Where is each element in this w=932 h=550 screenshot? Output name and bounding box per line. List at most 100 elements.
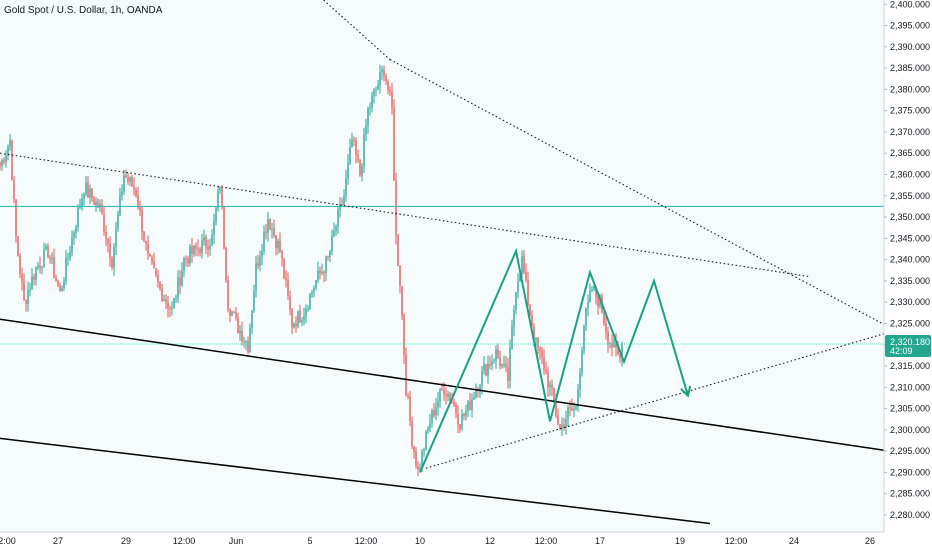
- candle-body: [229, 309, 231, 316]
- candle-body: [221, 187, 223, 208]
- candle-body: [105, 231, 107, 239]
- candle-body: [61, 288, 63, 291]
- candle-body: [181, 270, 183, 286]
- candle-body: [575, 406, 577, 410]
- time-axis[interactable]: [0, 532, 932, 550]
- candle-body: [227, 280, 229, 310]
- candle-body: [237, 317, 239, 334]
- y-tick-label: 2,370.000: [890, 127, 930, 137]
- candle-body: [285, 277, 287, 280]
- candle-body: [81, 198, 83, 207]
- candle-body: [335, 226, 337, 232]
- candle-body: [159, 282, 161, 289]
- candle-body: [457, 413, 459, 425]
- candle-body: [385, 75, 387, 81]
- y-tick-label: 2,390.000: [890, 42, 930, 52]
- candle-body: [113, 246, 115, 268]
- candle-body: [327, 256, 329, 258]
- candle-body: [383, 69, 385, 76]
- candle-body: [183, 258, 185, 271]
- candle-body: [67, 257, 69, 259]
- candle-body: [419, 468, 421, 470]
- candle-body: [273, 228, 275, 236]
- candle-body: [501, 363, 503, 367]
- candle-body: [317, 270, 319, 281]
- y-tick-label: 2,395.000: [890, 21, 930, 31]
- candle-body: [127, 177, 129, 182]
- candle-body: [461, 414, 463, 429]
- candle-body: [549, 384, 551, 388]
- candle-body: [353, 139, 355, 141]
- x-tick-label: 17: [595, 536, 605, 546]
- candle-body: [441, 389, 443, 391]
- y-tick-label: 2,285.000: [890, 489, 930, 499]
- x-tick-label: Jun: [229, 536, 244, 546]
- plot-area[interactable]: [0, 0, 884, 532]
- candle-body: [201, 240, 203, 254]
- candle-body: [259, 256, 261, 266]
- candle-body: [121, 191, 123, 196]
- candle-body: [619, 354, 621, 359]
- candle-body: [495, 349, 497, 361]
- candle-body: [303, 316, 305, 321]
- candle-body: [151, 256, 153, 263]
- candle-body: [173, 298, 175, 308]
- trendline-3[interactable]: [0, 152, 811, 278]
- candle-body: [565, 418, 567, 428]
- candle-body: [77, 208, 79, 228]
- candle-body: [193, 245, 195, 254]
- candle-body: [541, 350, 543, 358]
- x-tick-label: 26: [865, 536, 875, 546]
- y-tick-label: 2,365.000: [890, 148, 930, 158]
- candle-body: [471, 399, 473, 410]
- candle-body: [95, 201, 97, 206]
- candle-body: [617, 347, 619, 355]
- candle-body: [39, 265, 41, 268]
- candle-body: [433, 410, 435, 416]
- x-tick-label: 5: [307, 536, 312, 546]
- trendline-6[interactable]: [425, 331, 891, 469]
- trendline-5[interactable]: [276, 0, 391, 60]
- trendline-1[interactable]: [0, 318, 891, 452]
- candle-body: [7, 146, 9, 156]
- candle-body: [9, 140, 11, 147]
- trendline-4[interactable]: [389, 59, 891, 329]
- candle-body: [271, 228, 273, 230]
- candle-body: [245, 341, 247, 343]
- candle-body: [135, 189, 137, 196]
- candle-body: [519, 274, 521, 282]
- candle-body: [291, 309, 293, 328]
- price-axis[interactable]: [884, 0, 932, 550]
- candle-body: [277, 241, 279, 249]
- candle-body: [567, 407, 569, 419]
- candle-body: [315, 280, 317, 288]
- candle-body: [211, 234, 213, 246]
- candle-body: [459, 424, 461, 429]
- candle-body: [573, 409, 575, 411]
- candle-body: [447, 393, 449, 397]
- candle-body: [73, 232, 75, 238]
- candle-body: [37, 265, 39, 268]
- pattern-projection-path[interactable]: [419, 247, 689, 473]
- candle-body: [431, 410, 433, 424]
- candle-body: [125, 175, 127, 178]
- candle-body: [569, 407, 571, 409]
- candle-body: [57, 280, 59, 286]
- candle-body: [427, 428, 429, 432]
- candle-body: [503, 363, 505, 365]
- candle-body: [415, 451, 417, 467]
- candle-body: [89, 188, 91, 198]
- candle-body: [525, 272, 527, 281]
- candle-body: [3, 159, 5, 163]
- candle-body: [257, 263, 259, 266]
- candle-countdown: 42:09: [890, 346, 913, 356]
- candle-body: [563, 424, 565, 428]
- trendline-2[interactable]: [0, 437, 711, 525]
- candle-body: [583, 325, 585, 351]
- candle-body: [413, 446, 415, 452]
- candle-body: [537, 337, 539, 349]
- candle-body: [593, 286, 595, 291]
- candle-body: [513, 310, 515, 327]
- candle-body: [169, 308, 171, 310]
